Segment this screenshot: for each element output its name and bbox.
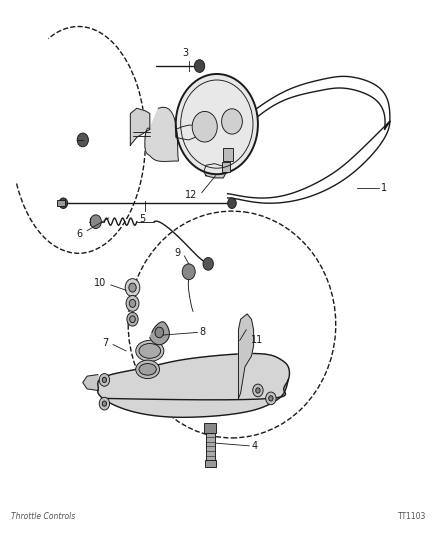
- Bar: [206, 433, 215, 462]
- Polygon shape: [131, 108, 150, 145]
- Circle shape: [253, 384, 263, 397]
- Polygon shape: [145, 107, 178, 161]
- Circle shape: [59, 198, 67, 208]
- Text: 10: 10: [94, 278, 106, 288]
- Polygon shape: [150, 322, 170, 345]
- Bar: [57, 199, 66, 206]
- Circle shape: [125, 279, 140, 296]
- Circle shape: [129, 283, 136, 292]
- FancyBboxPatch shape: [223, 148, 233, 161]
- Text: 4: 4: [251, 441, 258, 451]
- Circle shape: [269, 395, 273, 401]
- Circle shape: [228, 198, 236, 208]
- Bar: [205, 459, 216, 467]
- Text: Throttle Controls: Throttle Controls: [11, 512, 76, 521]
- Circle shape: [194, 60, 205, 72]
- Circle shape: [176, 74, 258, 174]
- Circle shape: [102, 377, 106, 383]
- Text: 12: 12: [185, 190, 198, 200]
- Circle shape: [127, 312, 138, 326]
- Text: 11: 11: [251, 335, 264, 345]
- Circle shape: [77, 133, 88, 147]
- Circle shape: [90, 215, 101, 229]
- Ellipse shape: [192, 111, 217, 142]
- Circle shape: [256, 388, 260, 393]
- Text: 8: 8: [200, 327, 206, 337]
- Text: 5: 5: [139, 214, 145, 224]
- Polygon shape: [83, 375, 98, 391]
- Polygon shape: [204, 164, 226, 178]
- Polygon shape: [98, 353, 290, 417]
- Circle shape: [126, 295, 139, 311]
- Circle shape: [99, 374, 110, 386]
- Text: 1: 1: [381, 183, 387, 193]
- FancyBboxPatch shape: [223, 162, 230, 172]
- Ellipse shape: [139, 343, 161, 358]
- Polygon shape: [176, 125, 198, 140]
- Bar: [204, 423, 216, 433]
- Text: 6: 6: [77, 229, 83, 239]
- Ellipse shape: [139, 364, 156, 375]
- Text: 7: 7: [102, 338, 109, 348]
- Polygon shape: [98, 353, 290, 400]
- Circle shape: [99, 397, 110, 410]
- Polygon shape: [238, 314, 254, 398]
- Circle shape: [155, 327, 164, 338]
- Text: 3: 3: [182, 48, 188, 58]
- Circle shape: [203, 257, 213, 270]
- Circle shape: [130, 316, 135, 322]
- Ellipse shape: [136, 341, 164, 361]
- Text: 9: 9: [174, 248, 180, 259]
- Ellipse shape: [222, 109, 242, 134]
- Circle shape: [182, 264, 195, 280]
- Circle shape: [129, 300, 136, 308]
- Ellipse shape: [136, 360, 159, 378]
- Circle shape: [266, 392, 276, 405]
- Circle shape: [102, 401, 106, 406]
- Text: TT1103: TT1103: [398, 512, 427, 521]
